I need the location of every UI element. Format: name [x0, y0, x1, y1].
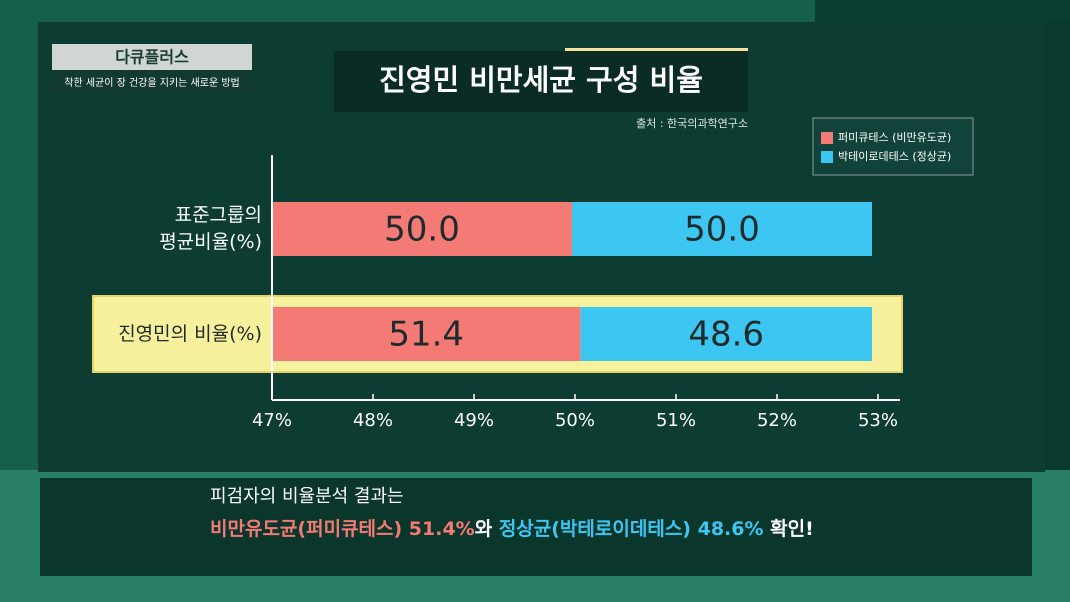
value-label: 50.0: [384, 210, 460, 250]
caption-part: 비만유도균(퍼미큐테스) 51.4%: [210, 518, 475, 540]
title-accent: [565, 48, 748, 51]
legend-label: 박테이로데테스 (정상균): [838, 150, 951, 163]
y-tick-label: 표준그룹의 평균비율(%): [159, 204, 262, 253]
bar-segment: [272, 202, 572, 256]
value-label: 50.0: [684, 210, 760, 250]
caption-part: 정상균(박테로이데테스) 48.6%: [499, 518, 764, 540]
x-tick-label: 50%: [555, 410, 595, 431]
x-tick-label: 53%: [858, 410, 898, 431]
chart-title: 진영민 비만세균 구성 비율: [379, 63, 703, 97]
logo-strip: [52, 70, 252, 94]
caption-part: 확인!: [764, 517, 814, 540]
value-label: 51.4: [388, 315, 464, 355]
x-tick-label: 49%: [454, 410, 494, 431]
title-box: [334, 51, 748, 112]
x-tick-label: 52%: [757, 410, 797, 431]
source: 출처 : 한국의과학연구소: [636, 117, 748, 130]
logo-box: [52, 44, 252, 70]
legend-label: 퍼미큐테스 (비만유도균): [838, 131, 951, 144]
legend: [812, 117, 974, 176]
program: 다큐플러스: [115, 48, 189, 67]
caption-line2: 비만유도균(퍼미큐테스) 51.4%와 정상균(박테로이데테스) 48.6% 확…: [210, 517, 814, 540]
value-label: 48.6: [688, 315, 764, 355]
bar-segment: [272, 307, 581, 361]
caption-line1: 피검자의 비율분석 결과는: [210, 486, 404, 507]
y-tick-label: 진영민의 비율(%): [118, 322, 262, 345]
caption-panel: [40, 478, 1032, 576]
bar-segment: [572, 202, 872, 256]
caption-part: 와: [475, 518, 499, 540]
legend-swatch: [821, 151, 833, 163]
program-subtitle: 착한 세균이 장 건강을 지키는 새로운 방법: [64, 77, 239, 89]
stripe: [1045, 22, 1070, 547]
x-tick-label: 51%: [656, 410, 696, 431]
x-tick-label: 47%: [252, 410, 292, 431]
plot: 50.0 50.0 51.4 48.6 47% 48% 49% 50% 51% 52% 53% 퍼미큐…: [92, 131, 951, 431]
legend-swatch: [821, 132, 833, 144]
bar-segment: [580, 307, 872, 361]
x-tick-label: 48%: [353, 410, 393, 431]
stripe: [815, 0, 1070, 22]
